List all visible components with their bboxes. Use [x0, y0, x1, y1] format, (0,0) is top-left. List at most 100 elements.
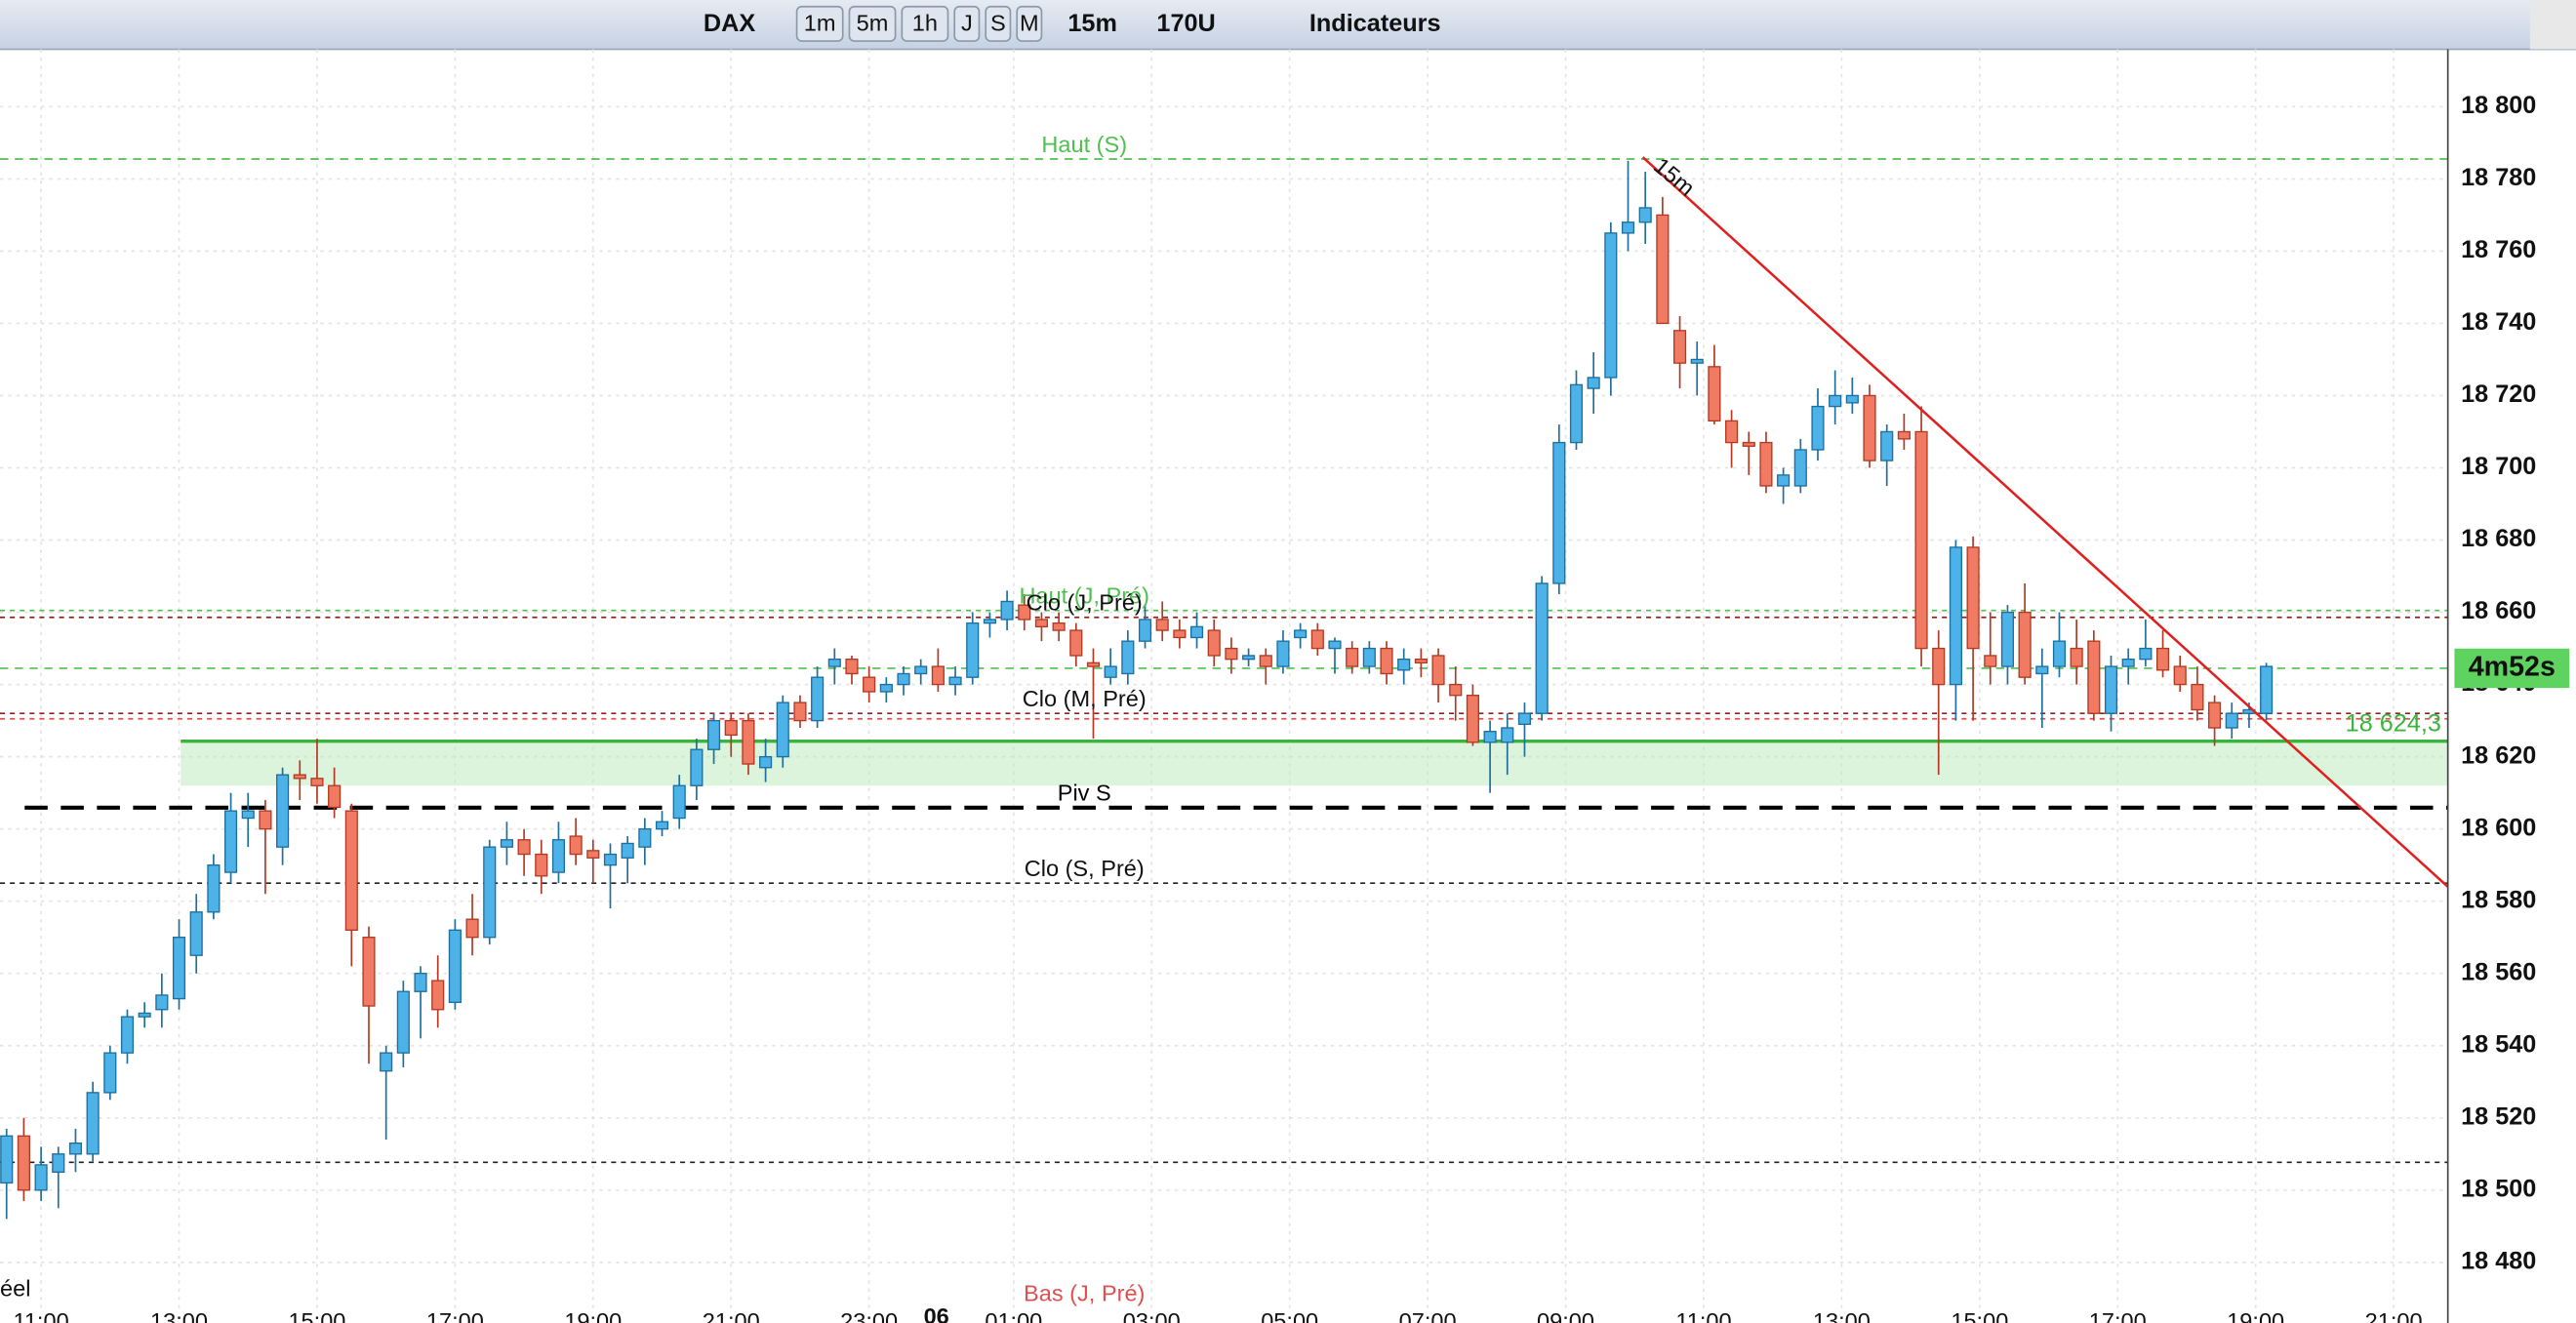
candle-body [189, 911, 203, 956]
x-tick-label: 19:00 [2227, 1308, 2284, 1323]
toolbar-button[interactable] [985, 5, 1012, 42]
candle-body [68, 1143, 83, 1155]
y-tick-label: 18 760 [2461, 236, 2536, 263]
toolbar-label: 15m [1067, 10, 1117, 37]
candle-body [344, 810, 358, 931]
candle-body [241, 810, 255, 820]
toolbar-button[interactable] [848, 5, 897, 42]
x-tick-label: 11:00 [13, 1308, 68, 1323]
x-tick-label: 03:00 [1123, 1308, 1181, 1323]
y-tick-label: 18 580 [2461, 886, 2536, 913]
toolbar-button[interactable] [953, 5, 981, 42]
candle-body [1189, 625, 1204, 639]
candle-body [1656, 214, 1670, 325]
candle-body [380, 1052, 393, 1072]
candle-body [1431, 655, 1445, 686]
candle-body [1690, 358, 1704, 364]
candle-body [0, 1135, 14, 1184]
candle-body [1086, 662, 1101, 667]
x-tick-label: 05:00 [1261, 1308, 1318, 1323]
candle-body [948, 676, 962, 686]
candle-body [1449, 683, 1463, 697]
candle-body [34, 1164, 48, 1191]
x-tick-label: 11:00 [1675, 1308, 1731, 1323]
candle-body [759, 755, 773, 769]
timer: 4m52s [2469, 651, 2556, 682]
timer-box [2454, 648, 2570, 689]
candle-body [690, 748, 704, 786]
candle-body [2139, 647, 2153, 661]
candle-body [396, 990, 410, 1054]
candle-body [1466, 695, 1479, 743]
x-tick-label: 13:00 [1813, 1308, 1871, 1323]
candle-body [1346, 647, 1359, 667]
candle-body [1517, 712, 1532, 725]
candle-body [931, 665, 945, 686]
candle-body [1207, 629, 1221, 657]
candle-body [1000, 600, 1014, 621]
candle-body [52, 1153, 65, 1173]
toolbar-button[interactable] [795, 5, 844, 42]
level-label: Haut (S) [1041, 132, 1127, 157]
corner-button[interactable] [2529, 0, 2576, 50]
level-label: Piv S [1058, 781, 1111, 806]
candle-body [551, 839, 566, 873]
candle-body [1880, 430, 1894, 461]
candle-body [120, 1016, 135, 1054]
candle-body [1155, 619, 1169, 631]
toolbar-button[interactable] [901, 5, 949, 42]
candle-body [638, 827, 652, 848]
candle-body [1829, 394, 1842, 408]
toolbar-buttons: DAX 1m 5m 1h J S M 15m 170U Indicateurs [704, 5, 1441, 42]
toolbar-label: J [961, 10, 973, 35]
candle-body [742, 719, 755, 765]
x-tick-label: 17:00 [426, 1308, 484, 1323]
level-label: Clo (J, Pré) [1026, 590, 1143, 616]
candle-body [1104, 665, 1117, 678]
candle-body [811, 676, 825, 722]
candle-body [1173, 629, 1187, 639]
candle-body [776, 702, 789, 758]
candle-body [827, 659, 841, 667]
candle-body [1949, 546, 1962, 686]
candle-body [1863, 394, 1876, 461]
candle-body [483, 846, 497, 939]
candle-body [172, 937, 186, 1000]
toolbar-button[interactable] [1016, 5, 1043, 42]
candle-body [155, 994, 169, 1011]
candle-body [1138, 619, 1152, 642]
trendline-label: 15m [1649, 153, 1700, 201]
x-tick-label: 23:00 [840, 1308, 898, 1323]
candle-body [1569, 383, 1584, 444]
candle-body [966, 621, 980, 678]
candle-body [603, 853, 618, 866]
candle-body [1259, 655, 1272, 667]
candle-body [655, 821, 669, 830]
y-tick-label: 18 560 [2461, 958, 2536, 985]
candle-body [879, 683, 893, 693]
candle-body [706, 719, 721, 750]
candle-body [2087, 640, 2101, 714]
candle-body [1483, 731, 1497, 743]
candle-body [1793, 449, 1807, 487]
candle-body [1725, 420, 1739, 444]
level-label: Bas (J, Pré) [1024, 1281, 1145, 1306]
corner-text: éel [0, 1276, 30, 1302]
candle-body [1845, 394, 1859, 404]
candle-body [724, 719, 738, 737]
candle-body [1310, 629, 1324, 650]
toolbar-label[interactable]: Indicateurs [1309, 10, 1441, 37]
candle-body [500, 839, 513, 848]
candle-body [793, 702, 807, 722]
candle-body [2070, 647, 2083, 667]
candle-body [983, 619, 996, 624]
candle-body [621, 842, 634, 859]
x-tick-label: 21:00 [2365, 1308, 2423, 1323]
candle-body [1604, 232, 1618, 379]
plot [0, 49, 2448, 1308]
candle-body [1621, 221, 1635, 234]
candle-body [2155, 647, 2170, 671]
candle-body [1397, 659, 1411, 671]
y-tick-label: 18 680 [2461, 525, 2536, 552]
